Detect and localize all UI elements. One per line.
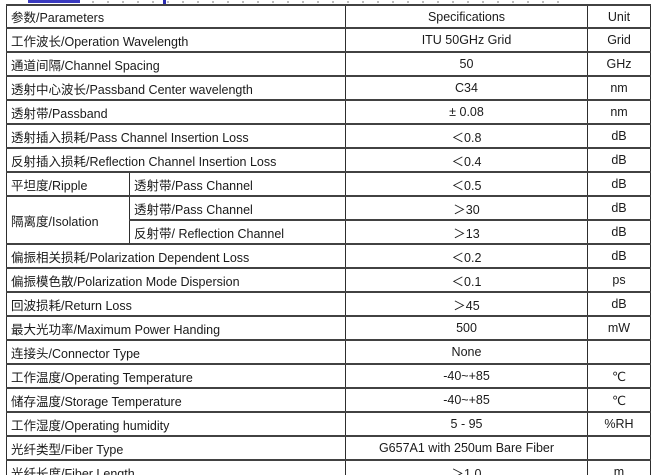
spec-cell: ITU 50GHz Grid xyxy=(345,27,588,53)
unit-cell xyxy=(587,339,651,365)
spec-cell: ＞45 xyxy=(345,291,588,317)
table-row: 透射中心波长/Passband Center wavelength C34 nm xyxy=(6,75,651,101)
header-unit-cell: Unit xyxy=(587,4,651,29)
table-row: 光纤长度/Fiber Length ＞1.0 m xyxy=(6,459,651,475)
table-row: 透射带/Passband ± 0.08 nm xyxy=(6,99,651,125)
table-row: 反射插入损耗/Reflection Channel Insertion Loss… xyxy=(6,147,651,173)
param-cell: 隔离度/Isolation xyxy=(6,195,130,245)
param-cell: 通道间隔/Channel Spacing xyxy=(6,51,346,77)
param-cell: 反射插入损耗/Reflection Channel Insertion Loss xyxy=(6,147,346,173)
unit-cell: Grid xyxy=(587,27,651,53)
unit-cell: mW xyxy=(587,315,651,341)
unit-cell: dB xyxy=(587,171,651,197)
header-param-cell: 参数/Parameters xyxy=(6,4,346,29)
sub-param-cell: 透射带/Pass Channel xyxy=(129,171,346,197)
param-cell: 储存温度/Storage Temperature xyxy=(6,387,346,413)
unit-cell: ps xyxy=(587,267,651,293)
unit-cell: dB xyxy=(587,123,651,149)
unit-cell: m xyxy=(587,459,651,475)
spec-cell: -40~+85 xyxy=(345,387,588,413)
table-row: 储存温度/Storage Temperature -40~+85 ℃ xyxy=(6,387,651,413)
specifications-table: 参数/Parameters Specifications Unit 工作波长/O… xyxy=(6,4,651,475)
clipped-title-link-underline xyxy=(28,0,80,3)
table-row: 连接头/Connector Type None xyxy=(6,339,651,365)
spec-cell: 50 xyxy=(345,51,588,77)
spec-cell: G657A1 with 250um Bare Fiber xyxy=(345,435,588,461)
param-cell: 透射插入损耗/Pass Channel Insertion Loss xyxy=(6,123,346,149)
header-spec-cell: Specifications xyxy=(345,4,588,29)
param-cell: 工作波长/Operation Wavelength xyxy=(6,27,346,53)
param-cell: 最大光功率/Maximum Power Handing xyxy=(6,315,346,341)
table-row: 通道间隔/Channel Spacing 50 GHz xyxy=(6,51,651,77)
param-cell: 光纤类型/Fiber Type xyxy=(6,435,346,461)
table-row: 工作波长/Operation Wavelength ITU 50GHz Grid… xyxy=(6,27,651,53)
param-cell: 透射带/Passband xyxy=(6,99,346,125)
unit-cell: dB xyxy=(587,243,651,269)
unit-cell: dB xyxy=(587,219,651,245)
param-cell: 平坦度/Ripple xyxy=(6,171,130,197)
table-row: 反射带/ Reflection Channel ＞13 dB xyxy=(7,219,651,245)
spec-cell: ＜0.5 xyxy=(345,171,588,197)
table-row: 最大光功率/Maximum Power Handing 500 mW xyxy=(6,315,651,341)
spec-cell: 5 - 95 xyxy=(345,411,588,437)
table-row: 工作温度/Operating Temperature -40~+85 ℃ xyxy=(6,363,651,389)
clipped-title-text-marks xyxy=(92,1,560,3)
table-row: 偏振相关损耗/Polarization Dependent Loss ＜0.2 … xyxy=(6,243,651,269)
spec-cell: ＞13 xyxy=(345,219,588,245)
spec-cell: ＜0.4 xyxy=(345,147,588,173)
table-row: 透射插入损耗/Pass Channel Insertion Loss ＜0.8 … xyxy=(6,123,651,149)
sub-param-cell: 透射带/Pass Channel xyxy=(129,195,346,221)
param-cell: 工作湿度/Operating humidity xyxy=(6,411,346,437)
spec-cell: ＜0.2 xyxy=(345,243,588,269)
unit-cell: dB xyxy=(587,291,651,317)
unit-cell: ℃ xyxy=(587,387,651,413)
param-cell: 偏振相关损耗/Polarization Dependent Loss xyxy=(6,243,346,269)
param-cell: 光纤长度/Fiber Length xyxy=(6,459,346,475)
spec-cell: ＞1.0 xyxy=(345,459,588,475)
sub-param-cell: 反射带/ Reflection Channel xyxy=(129,219,346,245)
spec-cell: -40~+85 xyxy=(345,363,588,389)
unit-cell: dB xyxy=(587,147,651,173)
clipped-title-descender xyxy=(163,0,166,4)
unit-cell: dB xyxy=(587,195,651,221)
unit-cell: ℃ xyxy=(587,363,651,389)
table-row: 平坦度/Ripple 透射带/Pass Channel ＜0.5 dB xyxy=(6,171,651,197)
spec-cell: ＜0.1 xyxy=(345,267,588,293)
unit-cell: GHz xyxy=(587,51,651,77)
spec-cell: ± 0.08 xyxy=(345,99,588,125)
table-row: 光纤类型/Fiber Type G657A1 with 250um Bare F… xyxy=(6,435,651,461)
param-cell: 连接头/Connector Type xyxy=(6,339,346,365)
table-row: 回波损耗/Return Loss ＞45 dB xyxy=(6,291,651,317)
table-row: 工作湿度/Operating humidity 5 - 95 %RH xyxy=(6,411,651,437)
spec-cell: None xyxy=(345,339,588,365)
param-cell: 工作温度/Operating Temperature xyxy=(6,363,346,389)
unit-cell: nm xyxy=(587,99,651,125)
param-cell: 回波损耗/Return Loss xyxy=(6,291,346,317)
table-row: 偏振模色散/Polarization Mode Dispersion ＜0.1 … xyxy=(6,267,651,293)
unit-cell: %RH xyxy=(587,411,651,437)
spec-cell: 500 xyxy=(345,315,588,341)
clipped-title-remnant xyxy=(0,0,652,4)
spec-cell: ＞30 xyxy=(345,195,588,221)
spec-cell: C34 xyxy=(345,75,588,101)
spec-cell: ＜0.8 xyxy=(345,123,588,149)
param-cell: 偏振模色散/Polarization Mode Dispersion xyxy=(6,267,346,293)
param-cell: 透射中心波长/Passband Center wavelength xyxy=(6,75,346,101)
unit-cell: nm xyxy=(587,75,651,101)
table-row: 隔离度/Isolation 透射带/Pass Channel ＞30 dB xyxy=(6,195,651,245)
unit-cell xyxy=(587,435,651,461)
table-header-row: 参数/Parameters Specifications Unit xyxy=(6,4,651,29)
